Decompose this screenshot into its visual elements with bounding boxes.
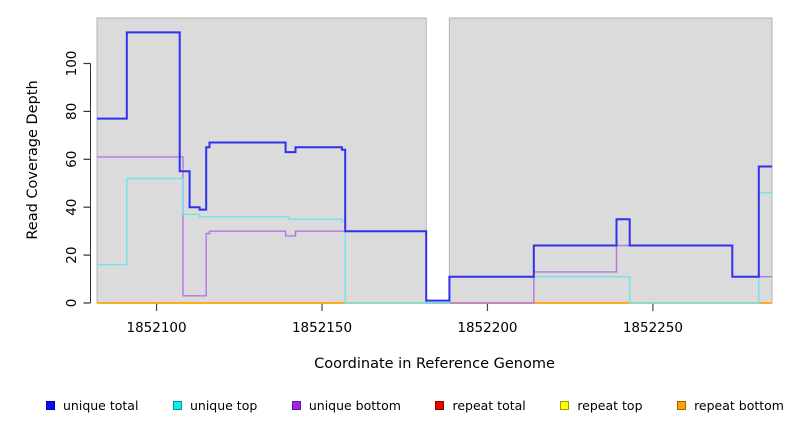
legend-label: repeat top xyxy=(577,397,643,413)
y-tick-label: 40 xyxy=(64,199,80,216)
legend-item-repeat-total: repeat total xyxy=(435,397,526,413)
series-unique-bottom xyxy=(97,156,772,304)
legend: unique total unique top unique bottom repea… xyxy=(46,395,784,415)
legend-swatch xyxy=(291,400,301,410)
legend-swatch xyxy=(46,400,55,410)
x-tick-label: 1852100 xyxy=(126,320,186,336)
legend-item-repeat-top: repeat top xyxy=(560,397,643,413)
legend-swatch xyxy=(677,400,687,410)
y-tick-label: 80 xyxy=(64,103,80,120)
y-axis-title: Read Coverage Depth xyxy=(25,80,41,240)
legend-swatch xyxy=(435,400,445,410)
legend-item-unique-total: unique total xyxy=(46,398,138,413)
series-unique-total xyxy=(97,31,772,302)
y-tick-label: 20 xyxy=(64,247,80,264)
plot-panel xyxy=(96,17,427,304)
legend-label: unique total xyxy=(63,397,139,413)
y-tick-label: 0 xyxy=(64,299,80,308)
x-tick-label: 1852250 xyxy=(623,320,683,336)
legend-label: repeat total xyxy=(452,397,526,413)
x-axis-title: Coordinate in Reference Genome xyxy=(314,356,555,372)
x-tick-label: 1852150 xyxy=(292,320,352,336)
legend-item-unique-bottom: unique bottom xyxy=(291,397,401,413)
legend-swatch xyxy=(172,400,182,410)
x-tick-label: 1852200 xyxy=(457,320,517,336)
series-unique-top xyxy=(97,177,772,304)
y-tick-label: 100 xyxy=(64,51,80,77)
plot-panel xyxy=(448,17,773,304)
legend-swatch xyxy=(560,400,570,410)
y-tick-label: 60 xyxy=(64,151,80,168)
legend-label: repeat bottom xyxy=(694,397,784,413)
legend-label: unique bottom xyxy=(308,397,401,413)
legend-item-unique-top: unique top xyxy=(172,397,258,413)
legend-label: unique top xyxy=(189,397,258,413)
legend-item-repeat-bottom: repeat bottom xyxy=(677,398,784,413)
